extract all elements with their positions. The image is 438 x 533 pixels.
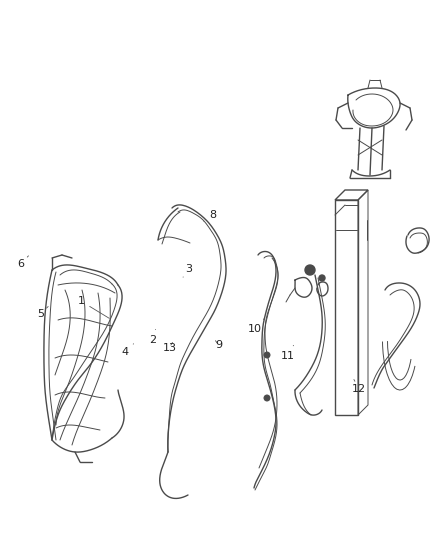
Circle shape [264, 352, 270, 358]
Text: 10: 10 [248, 319, 264, 334]
Text: 5: 5 [37, 306, 48, 319]
Text: 11: 11 [281, 345, 295, 361]
Text: 8: 8 [204, 210, 216, 221]
Text: 3: 3 [183, 264, 192, 277]
Text: 12: 12 [352, 379, 366, 394]
Text: 2: 2 [149, 329, 156, 345]
Text: 1: 1 [78, 296, 110, 318]
Circle shape [305, 265, 315, 275]
Circle shape [264, 395, 270, 401]
Text: 9: 9 [215, 341, 223, 350]
Text: 4: 4 [121, 344, 134, 357]
Circle shape [319, 275, 325, 281]
Text: 6: 6 [18, 256, 28, 269]
Text: 13: 13 [162, 342, 177, 352]
